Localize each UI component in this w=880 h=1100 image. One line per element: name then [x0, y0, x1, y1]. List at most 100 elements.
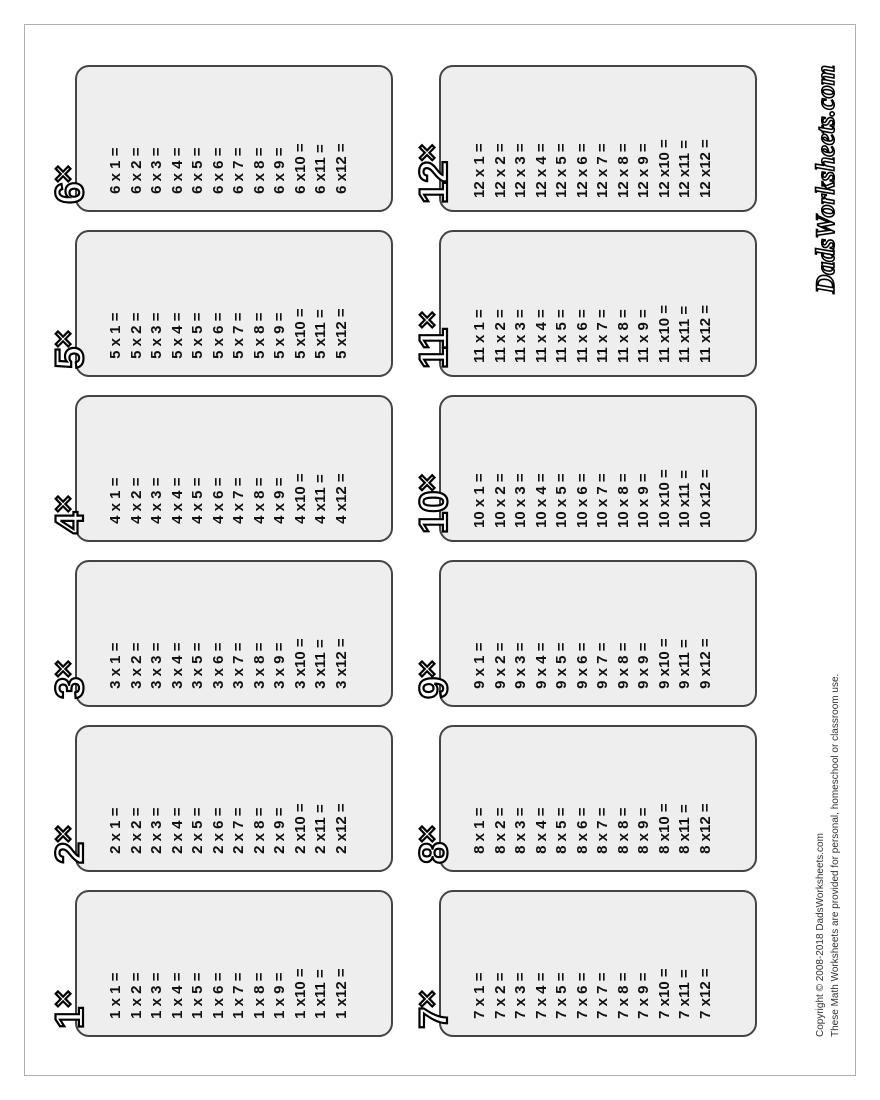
equation-5-9: 5 x 9 =: [271, 240, 288, 367]
equation-10-11: 10 x11 =: [676, 405, 693, 532]
equation-9-2: 9 x 2 =: [492, 570, 509, 697]
equation-11-11: 11 x11 =: [676, 240, 693, 367]
equation-2-8: 2 x 8 =: [251, 735, 268, 862]
equation-8-12: 8 x12 =: [697, 735, 714, 862]
equation-8-1: 8 x 1 =: [471, 735, 488, 862]
equation-11-1: 11 x 1 =: [471, 240, 488, 367]
equation-1-5: 1 x 5 =: [189, 900, 206, 1027]
equation-7-11: 7 x11 =: [676, 900, 693, 1027]
equation-6-3: 6 x 3 =: [148, 75, 165, 202]
equation-11-12: 11 x12 =: [697, 240, 714, 367]
equation-list-9: 9 x 1 = 9 x 2 = 9 x 3 = 9 x 4 = 9 x 5 = …: [467, 570, 714, 697]
times-table-card-11: 11×11 x 1 =11 x 2 =11 x 3 =11 x 4 =11 x …: [439, 230, 757, 377]
times-table-card-3: 3× 3 x 1 = 3 x 2 = 3 x 3 = 3 x 4 = 3 x 5…: [75, 560, 393, 707]
equation-7-1: 7 x 1 =: [471, 900, 488, 1027]
equation-9-8: 9 x 8 =: [615, 570, 632, 697]
equation-12-6: 12 x 6 =: [574, 75, 591, 202]
equation-4-3: 4 x 3 =: [148, 405, 165, 532]
equation-list-3: 3 x 1 = 3 x 2 = 3 x 3 = 3 x 4 = 3 x 5 = …: [103, 570, 350, 697]
equation-4-2: 4 x 2 =: [128, 405, 145, 532]
equation-12-5: 12 x 5 =: [553, 75, 570, 202]
equation-5-1: 5 x 1 =: [107, 240, 124, 367]
equation-10-3: 10 x 3 =: [512, 405, 529, 532]
copyright-line-2: These Math Worksheets are provided for p…: [828, 674, 843, 1037]
equation-list-11: 11 x 1 =11 x 2 =11 x 3 =11 x 4 =11 x 5 =…: [467, 240, 714, 367]
equation-4-7: 4 x 7 =: [230, 405, 247, 532]
equation-7-10: 7 x10 =: [656, 900, 673, 1027]
equation-9-4: 9 x 4 =: [533, 570, 550, 697]
equation-10-9: 10 x 9 =: [635, 405, 652, 532]
equation-5-4: 5 x 4 =: [169, 240, 186, 367]
card-title-3: 3×: [49, 661, 90, 699]
brand-logo: DadsWorksheets.com: [811, 65, 843, 293]
times-table-card-6: 6× 6 x 1 = 6 x 2 = 6 x 3 = 6 x 4 = 6 x 5…: [75, 65, 393, 212]
equation-7-6: 7 x 6 =: [574, 900, 591, 1027]
equation-2-1: 2 x 1 =: [107, 735, 124, 862]
equation-12-12: 12 x12 =: [697, 75, 714, 202]
footer: Copyright © 2008-2018 DadsWorksheets.com…: [811, 65, 843, 1037]
equation-6-10: 6 x10 =: [292, 75, 309, 202]
equation-6-1: 6 x 1 =: [107, 75, 124, 202]
equation-2-3: 2 x 3 =: [148, 735, 165, 862]
equation-2-9: 2 x 9 =: [271, 735, 288, 862]
equation-7-12: 7 x12 =: [697, 900, 714, 1027]
equation-2-12: 2 x12 =: [333, 735, 350, 862]
equation-11-2: 11 x 2 =: [492, 240, 509, 367]
equation-12-9: 12 x 9 =: [635, 75, 652, 202]
equation-6-4: 6 x 4 =: [169, 75, 186, 202]
equation-5-10: 5 x10 =: [292, 240, 309, 367]
equation-6-7: 6 x 7 =: [230, 75, 247, 202]
equation-12-4: 12 x 4 =: [533, 75, 550, 202]
equation-11-8: 11 x 8 =: [615, 240, 632, 367]
equation-11-6: 11 x 6 =: [574, 240, 591, 367]
equation-9-11: 9 x11 =: [676, 570, 693, 697]
equation-8-9: 8 x 9 =: [635, 735, 652, 862]
equation-1-10: 1 x10 =: [292, 900, 309, 1027]
equation-1-6: 1 x 6 =: [210, 900, 227, 1027]
equation-4-10: 4 x10 =: [292, 405, 309, 532]
times-table-card-9: 9× 9 x 1 = 9 x 2 = 9 x 3 = 9 x 4 = 9 x 5…: [439, 560, 757, 707]
page-frame: 1× 1 x 1 = 1 x 2 = 1 x 3 = 1 x 4 = 1 x 5…: [24, 24, 856, 1076]
equation-3-10: 3 x10 =: [292, 570, 309, 697]
equation-1-3: 1 x 3 =: [148, 900, 165, 1027]
equation-2-2: 2 x 2 =: [128, 735, 145, 862]
equation-1-12: 1 x12 =: [333, 900, 350, 1027]
equation-12-11: 12 x11 =: [676, 75, 693, 202]
equation-4-6: 4 x 6 =: [210, 405, 227, 532]
equation-3-4: 3 x 4 =: [169, 570, 186, 697]
times-table-card-12: 12×12 x 1 =12 x 2 =12 x 3 =12 x 4 =12 x …: [439, 65, 757, 212]
card-title-12: 12×: [413, 145, 454, 204]
equation-3-7: 3 x 7 =: [230, 570, 247, 697]
equation-2-10: 2 x10 =: [292, 735, 309, 862]
equation-7-9: 7 x 9 =: [635, 900, 652, 1027]
equation-1-7: 1 x 7 =: [230, 900, 247, 1027]
equation-9-6: 9 x 6 =: [574, 570, 591, 697]
equation-8-7: 8 x 7 =: [594, 735, 611, 862]
equation-list-2: 2 x 1 = 2 x 2 = 2 x 3 = 2 x 4 = 2 x 5 = …: [103, 735, 350, 862]
equation-8-11: 8 x11 =: [676, 735, 693, 862]
equation-4-8: 4 x 8 =: [251, 405, 268, 532]
equation-5-7: 5 x 7 =: [230, 240, 247, 367]
equation-5-6: 5 x 6 =: [210, 240, 227, 367]
equation-1-9: 1 x 9 =: [271, 900, 288, 1027]
equation-10-10: 10 x10 =: [656, 405, 673, 532]
equation-7-3: 7 x 3 =: [512, 900, 529, 1027]
equation-11-5: 11 x 5 =: [553, 240, 570, 367]
equation-8-5: 8 x 5 =: [553, 735, 570, 862]
equation-4-4: 4 x 4 =: [169, 405, 186, 532]
equation-9-5: 9 x 5 =: [553, 570, 570, 697]
equation-5-8: 5 x 8 =: [251, 240, 268, 367]
copyright-block: Copyright © 2008-2018 DadsWorksheets.com…: [813, 674, 843, 1037]
equation-1-11: 1 x11 =: [312, 900, 329, 1027]
equation-3-12: 3 x12 =: [333, 570, 350, 697]
equation-1-8: 1 x 8 =: [251, 900, 268, 1027]
equation-7-8: 7 x 8 =: [615, 900, 632, 1027]
equation-3-6: 3 x 6 =: [210, 570, 227, 697]
equation-list-5: 5 x 1 = 5 x 2 = 5 x 3 = 5 x 4 = 5 x 5 = …: [103, 240, 350, 367]
card-title-2: 2×: [49, 826, 90, 864]
equation-7-5: 7 x 5 =: [553, 900, 570, 1027]
equation-8-6: 8 x 6 =: [574, 735, 591, 862]
times-table-card-4: 4× 4 x 1 = 4 x 2 = 4 x 3 = 4 x 4 = 4 x 5…: [75, 395, 393, 542]
equation-12-7: 12 x 7 =: [594, 75, 611, 202]
equation-12-8: 12 x 8 =: [615, 75, 632, 202]
